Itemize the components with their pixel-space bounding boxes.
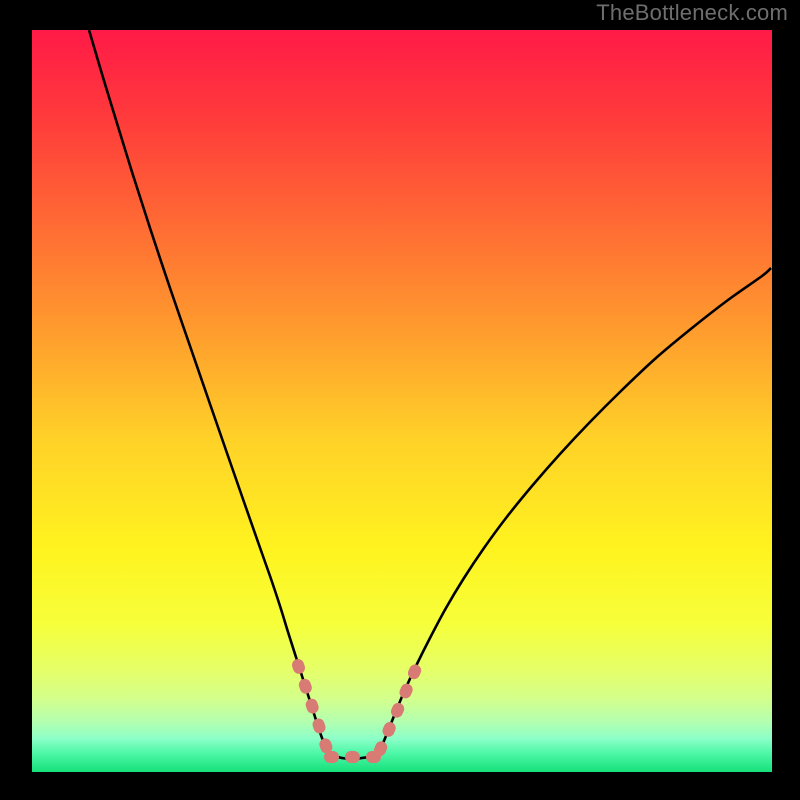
watermark-label: TheBottleneck.com bbox=[596, 0, 788, 26]
plot-area bbox=[32, 30, 772, 772]
chart-canvas: TheBottleneck.com bbox=[0, 0, 800, 800]
gradient-background bbox=[32, 30, 772, 772]
plot-svg bbox=[32, 30, 772, 772]
